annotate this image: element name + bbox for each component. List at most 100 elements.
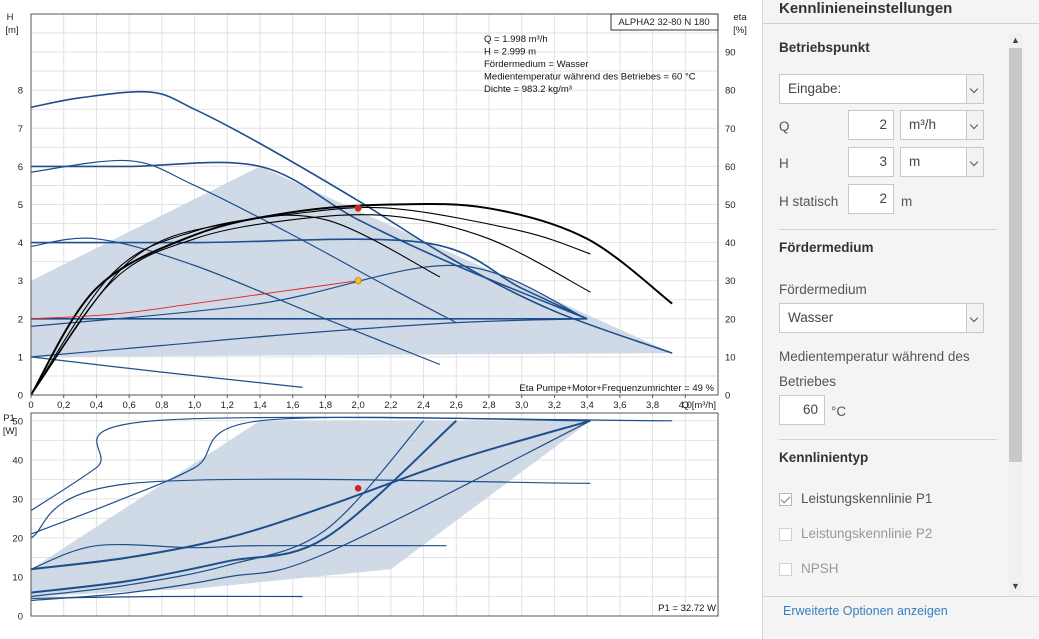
- series-line: [30, 264, 588, 327]
- series-line: [30, 356, 303, 388]
- efficiency-note: Eta Pumpe+Motor+Frequenzumrichter = 49 %: [519, 383, 714, 394]
- plot-border: [30, 412, 719, 617]
- h-static-input[interactable]: 2: [848, 184, 894, 214]
- y-axis-label: [m]: [5, 25, 18, 36]
- series-line: [31, 238, 588, 320]
- y-tick-label: 10: [12, 572, 23, 583]
- x-tick-label: 3,6: [613, 400, 626, 411]
- x-tick-label: 3,0: [515, 400, 528, 411]
- temperature-input[interactable]: 60: [779, 395, 825, 425]
- y-tick-label: 7: [18, 124, 23, 135]
- scroll-down-icon[interactable]: ▼: [1011, 581, 1020, 591]
- data-point: [354, 204, 362, 212]
- series-line: [30, 416, 591, 535]
- divider: [763, 596, 1039, 597]
- medium-select[interactable]: Wasser: [779, 303, 984, 333]
- checkbox-label: NPSH: [801, 561, 839, 576]
- series-line: [30, 420, 425, 598]
- series-line: [30, 202, 673, 396]
- y2-tick-label: 50: [725, 200, 736, 211]
- chevron-down-icon: [966, 75, 983, 103]
- medium-value: Wasser: [788, 310, 834, 325]
- y-axis-label: H: [7, 12, 14, 23]
- series-line: [30, 206, 591, 396]
- h-static-label: H statisch: [779, 194, 839, 209]
- x-tick-label: 2,4: [417, 400, 430, 411]
- y2-tick-label: 90: [725, 48, 736, 59]
- x-tick-label: 1,6: [286, 400, 299, 411]
- pump-chart-canvas: 0 0,2 0,4 0,6 0,8 1,0 1,2 1,4 1,6 1,8 2,0 2,2 2,4 2,6…: [3, 12, 747, 623]
- x-tick-label: 1,2: [221, 400, 234, 411]
- x-tick-label: 2,0: [352, 400, 365, 411]
- data-point: [354, 485, 362, 492]
- input-mode-select[interactable]: Eingabe:: [779, 74, 984, 104]
- series-line: [30, 595, 303, 599]
- checkbox-label: Leistungskennlinie P1: [801, 491, 933, 506]
- series-line: [30, 280, 359, 320]
- temperature-unit: °C: [831, 404, 847, 419]
- y2-tick-label: 10: [725, 352, 736, 363]
- x-tick-label: 0,2: [57, 400, 70, 411]
- medium-label: Fördermedium: [779, 282, 867, 297]
- x-tick-label: 3,4: [581, 400, 594, 411]
- q-unit-select[interactable]: m³/h: [900, 110, 984, 140]
- pump-curve-charts: 0 0,2 0,4 0,6 0,8 1,0 1,2 1,4 1,6 1,8 2,0 2,2 2,4 2,6…: [3, 12, 747, 623]
- h-unit-select[interactable]: m: [900, 147, 984, 177]
- series-line: [30, 543, 447, 570]
- y-tick-label: 4: [18, 238, 23, 249]
- x-tick-label: 1,4: [253, 400, 266, 411]
- y2-tick-label: 60: [725, 162, 736, 173]
- y2-tick-label: 20: [725, 314, 736, 325]
- operating-info-line: Q = 1.998 m³/h: [484, 34, 548, 45]
- x-tick-label: 4,0: [679, 400, 692, 411]
- y2-tick-label: 30: [725, 276, 736, 287]
- title-box: [610, 13, 719, 31]
- x-tick-label: 0,8: [155, 400, 168, 411]
- checkbox-leistungskennlinie-p1[interactable]: [779, 493, 792, 506]
- operating-info-line: Medientemperatur während des Betriebes =…: [484, 72, 696, 83]
- x-tick-label: 2,8: [482, 400, 495, 411]
- q-input[interactable]: 2: [848, 110, 894, 140]
- y-tick-label: 0: [18, 612, 23, 623]
- series-line: [30, 478, 591, 539]
- checkbox-leistungskennlinie-p2[interactable]: [779, 528, 792, 541]
- series-line: [30, 90, 673, 354]
- checkbox-label: Leistungskennlinie P2: [801, 526, 933, 541]
- y-tick-label: 8: [18, 86, 23, 97]
- data-point: [354, 277, 362, 285]
- divider: [763, 23, 1039, 24]
- x-tick-label: 3,8: [646, 400, 659, 411]
- h-input[interactable]: 3: [848, 147, 894, 177]
- operating-area: [31, 166, 673, 357]
- series-line: [30, 420, 457, 594]
- series-line: [30, 237, 441, 366]
- scroll-up-icon[interactable]: ▲: [1011, 35, 1020, 45]
- h-static-unit: m: [901, 194, 913, 209]
- x-tick-label: 1,0: [188, 400, 201, 411]
- plot-border: [30, 13, 719, 396]
- divider: [779, 439, 997, 440]
- h-label: H: [779, 156, 789, 171]
- operating-info-line: Dichte = 983.2 kg/m³: [484, 84, 572, 95]
- series-line: [30, 318, 588, 358]
- scrollbar-thumb[interactable]: [1009, 48, 1022, 462]
- y2-tick-label: 80: [725, 86, 736, 97]
- advanced-options-link[interactable]: Erweiterte Optionen anzeigen: [783, 604, 948, 618]
- operating-info-line: Fördermedium = Wasser: [484, 59, 588, 70]
- series-line: [31, 161, 588, 320]
- h-unit-value: m: [909, 154, 921, 169]
- x-tick-label: 3,2: [548, 400, 561, 411]
- y2-axis-label: eta: [733, 12, 747, 23]
- settings-panel: Kennlinieneinstellungen Betriebspunkt Ei…: [762, 0, 1039, 639]
- checkbox-npsh[interactable]: [779, 563, 792, 576]
- y-tick-label: 40: [12, 455, 23, 466]
- chevron-down-icon: [966, 148, 983, 176]
- chevron-down-icon: [966, 304, 983, 332]
- y-tick-label: 2: [18, 314, 23, 325]
- temperature-label: Medientemperatur während des: [779, 349, 970, 364]
- series-line: [30, 214, 441, 396]
- x-tick-label: 2,6: [450, 400, 463, 411]
- y2-axis-label: [%]: [733, 25, 747, 36]
- y-tick-label: 6: [18, 162, 23, 173]
- x-tick-label: 1,8: [319, 400, 332, 411]
